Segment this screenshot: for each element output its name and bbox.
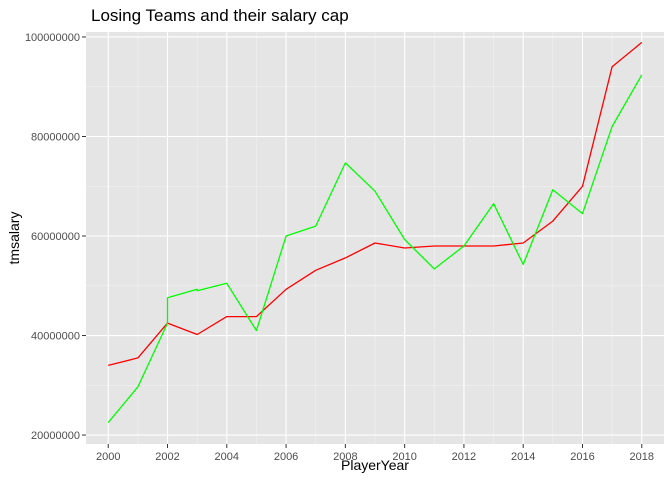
y-tick-label: 20000000 — [31, 430, 80, 442]
chart-title: Losing Teams and their salary cap — [91, 6, 349, 25]
series-line-1 — [108, 41, 643, 367]
x-tick-label: 2004 — [215, 451, 239, 463]
x-tick-label: 2002 — [155, 451, 179, 463]
x-tick-label: 2016 — [570, 451, 594, 463]
y-tick-label: 60000000 — [31, 231, 80, 243]
minor-gridlines — [86, 32, 664, 444]
x-axis: 2000 2002 2004 2006 2008 2010 2012 2014 2016 2018 — [96, 444, 654, 463]
y-tick-label: 80000000 — [31, 131, 80, 143]
x-tick-label: 2014 — [511, 451, 535, 463]
x-tick-label: 2008 — [333, 451, 357, 463]
x-tick-label: 2018 — [630, 451, 654, 463]
series-lines — [107, 41, 643, 424]
major-gridlines — [86, 32, 664, 444]
y-axis: 20000000 40000000 60000000 80000000 10000000… — [25, 32, 86, 442]
y-tick-label: 40000000 — [31, 331, 80, 343]
y-tick-label: 100000000 — [25, 32, 80, 44]
x-tick-label: 2006 — [274, 451, 298, 463]
x-tick-label: 2012 — [452, 451, 476, 463]
series-line-2 — [107, 74, 643, 424]
y-axis-title: tmsalary — [6, 212, 22, 265]
x-axis-title: PlayerYear — [341, 457, 409, 473]
x-tick-label: 2010 — [392, 451, 416, 463]
x-tick-label: 2000 — [96, 451, 120, 463]
